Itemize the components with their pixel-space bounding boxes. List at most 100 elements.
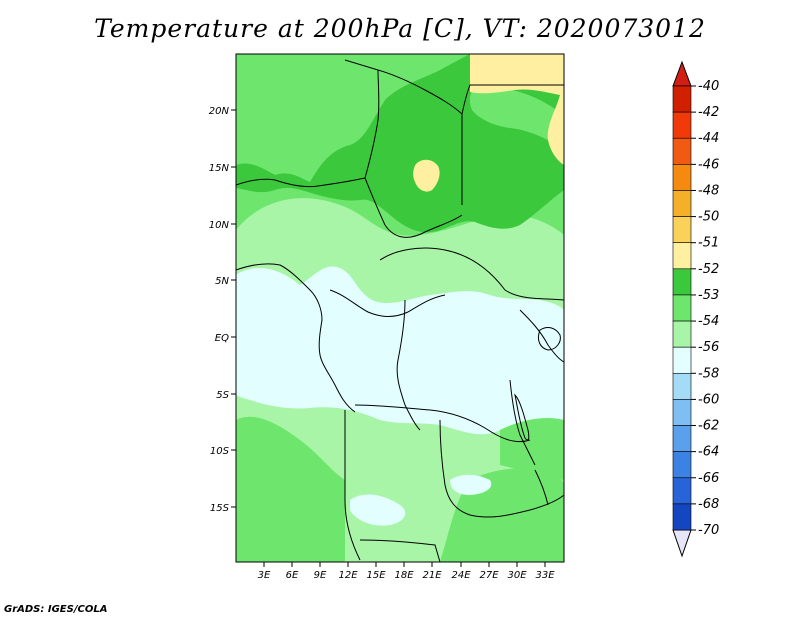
- lon-tick-label: 21E: [422, 570, 442, 581]
- colorbar-label: -68: [698, 497, 719, 512]
- colorbar-label: -66: [698, 471, 719, 486]
- lat-tick-label: 15S: [210, 503, 230, 514]
- lat-axis: 20N 15N 10N 5N EQ 5S 10S 15S: [209, 106, 236, 514]
- lon-tick-3e: 3E: [258, 562, 271, 581]
- lon-tick-21e: 21E: [422, 562, 442, 581]
- colorbar-box: [672, 111, 692, 139]
- colorbar-label: -52: [698, 262, 719, 277]
- lon-tick-label: 33E: [535, 570, 555, 581]
- lat-tick-15s: 15S: [210, 503, 236, 514]
- colorbar-box: [672, 137, 692, 165]
- lon-tick-label: 24E: [451, 570, 471, 581]
- lon-tick-label: 18E: [394, 570, 414, 581]
- colorbar-box: [672, 425, 692, 452]
- lon-tick-18e: 18E: [394, 562, 414, 581]
- field-green-east: [500, 414, 564, 480]
- lat-tick-10n: 10N: [209, 220, 236, 231]
- boundary-north-1: [236, 177, 366, 188]
- colorbar-label: -50: [698, 210, 719, 225]
- lat-tick-15n: 15N: [209, 163, 236, 174]
- lat-tick-20n: 20N: [209, 106, 236, 117]
- colorbar-label: -46: [698, 157, 719, 172]
- lon-tick-label: 6E: [286, 570, 299, 581]
- colorbar-label: -51: [698, 236, 719, 251]
- map-title: Temperature at 200hPa [C], VT: 202007301…: [94, 14, 706, 43]
- field-cyan-southeast: [450, 474, 492, 495]
- lon-tick-24e: 24E: [451, 562, 471, 581]
- lon-tick-30e: 30E: [507, 562, 527, 581]
- boundary-coast-west: [236, 263, 356, 413]
- lon-tick-33e: 33E: [535, 562, 555, 581]
- field-yellow-patch-central: [413, 159, 440, 192]
- colorbar-top-arrow: [672, 60, 692, 87]
- boundary-rift-lake: [509, 379, 536, 466]
- boundary-north-3: [377, 69, 463, 205]
- boundary-lake-victoria: [537, 327, 561, 351]
- boundary-central-4: [396, 299, 421, 431]
- colorbar-box: [672, 372, 692, 400]
- lat-tick-5s: 5S: [216, 390, 236, 401]
- colorbar-label: -64: [698, 445, 719, 460]
- boundary-south-1: [354, 404, 531, 443]
- colorbar-box: [672, 268, 692, 296]
- colorbar: -40 -42 -44 -46 -48 -50 -51 -52 -53 -54 -56 -58 -60 -…: [672, 60, 719, 558]
- grads-credit: GrADS: IGES/COLA: [4, 604, 108, 615]
- boundary-south-3: [344, 409, 361, 561]
- lon-axis: 3E 6E 9E 12E 15E 18E 21E 24E: [258, 562, 555, 581]
- colorbar-box: [672, 320, 692, 348]
- boundary-north-2: [344, 59, 380, 179]
- field-green-north-center: [289, 58, 420, 172]
- colorbar-box: [672, 477, 692, 505]
- colorbar-box: [672, 216, 692, 244]
- lon-tick-label: 15E: [366, 570, 386, 581]
- colorbar-box: [672, 399, 692, 426]
- boundary-lake-malawi: [534, 469, 549, 506]
- colorbar-label: -58: [698, 366, 719, 381]
- boundary-central-1: [364, 177, 463, 238]
- colorbar-box: [672, 164, 692, 191]
- boundary-north-4: [461, 84, 564, 115]
- lat-tick-10s: 10S: [210, 446, 236, 457]
- colorbar-box: [672, 294, 692, 322]
- lat-tick-5n: 5N: [215, 276, 236, 287]
- colorbar-bottom-arrow: [672, 529, 692, 558]
- lat-tick-eq: EQ: [215, 333, 236, 344]
- field-green-north-west: [236, 60, 340, 135]
- colorbar-label: -53: [698, 288, 719, 303]
- colorbar-box: [672, 242, 692, 270]
- colorbar-label: -40: [698, 79, 719, 94]
- colorbar-box: [672, 451, 692, 479]
- lat-tick-label: 10N: [209, 220, 230, 231]
- boundary-central-3: [329, 289, 446, 317]
- lat-tick-label: 5S: [216, 390, 229, 401]
- boundary-lake-tanganyika: [514, 393, 530, 441]
- field-cyan-south: [350, 494, 406, 526]
- lon-tick-label: 3E: [258, 570, 271, 581]
- temperature-field: [236, 54, 564, 562]
- colorbar-box: [672, 85, 692, 113]
- boundary-south-4: [359, 539, 441, 562]
- colorbar-label: -56: [698, 340, 719, 355]
- lon-tick-label: 30E: [507, 570, 527, 581]
- field-green-south: [236, 416, 345, 562]
- colorbar-label: -48: [698, 183, 719, 198]
- colorbar-box: [672, 190, 692, 217]
- lat-tick-label: 10S: [210, 446, 230, 457]
- boundary-east: [519, 309, 564, 363]
- colorbar-label: -70: [698, 523, 719, 538]
- colorbar-box: [672, 346, 692, 374]
- lon-tick-label: 12E: [338, 570, 358, 581]
- field-yellow-northeast: [470, 54, 564, 165]
- colorbar-label: -42: [698, 105, 719, 120]
- lat-tick-label: 15N: [209, 163, 230, 174]
- lat-tick-label: 20N: [209, 106, 230, 117]
- lon-tick-12e: 12E: [338, 562, 358, 581]
- field-green-north-east: [469, 87, 564, 150]
- lon-tick-15e: 15E: [366, 562, 386, 581]
- lon-tick-6e: 6E: [286, 562, 299, 581]
- lon-tick-9e: 9E: [314, 562, 327, 581]
- colorbar-label: -60: [698, 392, 719, 407]
- colorbar-label: -54: [698, 314, 719, 329]
- lat-tick-label: EQ: [215, 333, 229, 344]
